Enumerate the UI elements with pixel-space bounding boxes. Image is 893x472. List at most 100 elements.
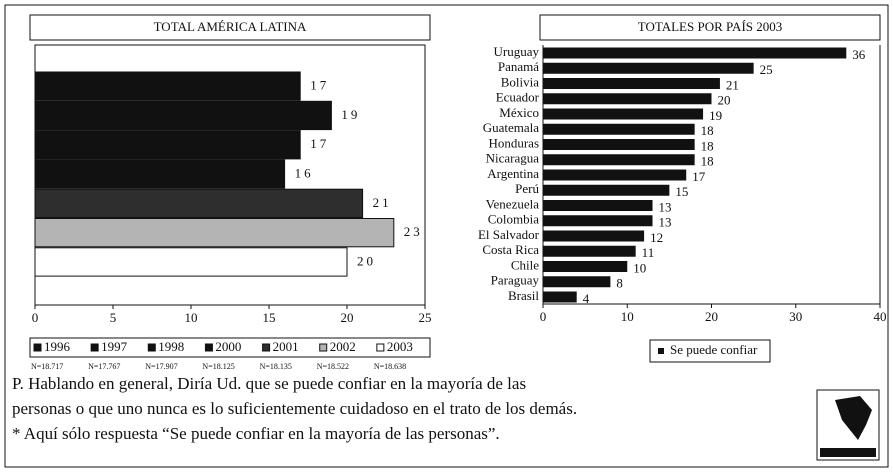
y-tick-label: Venezuela bbox=[486, 196, 540, 211]
value-label: 8 bbox=[616, 276, 623, 291]
bar bbox=[543, 169, 687, 181]
value-label: 10 bbox=[633, 260, 646, 275]
legend-label: 2001 bbox=[273, 339, 299, 354]
value-label: 17 bbox=[692, 169, 706, 184]
y-tick-label: Ecuador bbox=[496, 90, 540, 105]
bar bbox=[543, 184, 670, 196]
n-label: N=18.125 bbox=[202, 362, 234, 371]
legend-label: 2000 bbox=[215, 339, 241, 354]
y-tick-label: Chile bbox=[511, 257, 539, 272]
bar bbox=[34, 159, 286, 189]
legend-swatch bbox=[658, 348, 664, 354]
y-tick-label: Bolivia bbox=[501, 74, 540, 89]
n-label: N=17.767 bbox=[88, 362, 120, 371]
legend-swatch bbox=[147, 343, 156, 352]
value-label: 18 bbox=[701, 123, 714, 138]
legend-swatch bbox=[262, 343, 271, 352]
bar bbox=[543, 291, 577, 303]
value-label: 23 bbox=[404, 224, 423, 239]
value-label: 18 bbox=[701, 154, 714, 169]
x-tick-label: 25 bbox=[419, 310, 432, 325]
y-tick-label: Uruguay bbox=[494, 44, 540, 59]
x-tick-label: 30 bbox=[789, 309, 802, 324]
n-label: N=18.717 bbox=[31, 362, 63, 371]
value-label: 19 bbox=[709, 108, 722, 123]
value-label: 12 bbox=[650, 230, 663, 245]
x-tick-label: 40 bbox=[874, 309, 887, 324]
value-label: 4 bbox=[583, 291, 590, 306]
footnote: personas o que uno nunca es lo suficient… bbox=[12, 399, 577, 418]
bar bbox=[543, 62, 754, 74]
y-tick-label: Guatemala bbox=[483, 120, 540, 135]
legend-label: 1997 bbox=[101, 339, 128, 354]
legend-swatch bbox=[33, 343, 42, 352]
bar bbox=[543, 261, 628, 272]
value-label: 17 bbox=[310, 78, 329, 93]
bar bbox=[543, 139, 695, 150]
y-tick-label: Argentina bbox=[487, 166, 539, 181]
value-label: 11 bbox=[642, 245, 655, 260]
bar bbox=[543, 47, 847, 59]
y-tick-label: Paraguay bbox=[491, 273, 540, 288]
x-tick-label: 10 bbox=[185, 310, 198, 325]
bar bbox=[543, 200, 653, 211]
bar bbox=[34, 130, 301, 160]
bar bbox=[543, 245, 636, 257]
legend-swatch bbox=[376, 343, 385, 352]
bar bbox=[34, 247, 348, 277]
legend-swatch bbox=[319, 343, 328, 352]
y-tick-label: Honduras bbox=[488, 135, 539, 150]
value-label: 36 bbox=[852, 47, 866, 62]
frame bbox=[4, 4, 889, 468]
legend-box bbox=[649, 339, 771, 363]
value-label: 25 bbox=[760, 62, 773, 77]
title-box bbox=[29, 14, 431, 41]
x-tick-label: 20 bbox=[341, 310, 354, 325]
x-tick-label: 0 bbox=[32, 310, 39, 325]
bar bbox=[34, 71, 301, 101]
bar bbox=[34, 218, 395, 248]
y-tick-label: Costa Rica bbox=[482, 242, 539, 257]
bar bbox=[543, 215, 653, 227]
n-label: N=17.907 bbox=[145, 362, 177, 371]
y-tick-label: Colombia bbox=[488, 212, 540, 227]
value-label: 13 bbox=[659, 199, 672, 214]
legend-box bbox=[29, 337, 431, 358]
bar bbox=[543, 108, 704, 120]
bar bbox=[543, 123, 695, 135]
bar bbox=[543, 230, 645, 242]
y-tick-label: Perú bbox=[515, 181, 539, 196]
bar bbox=[34, 100, 332, 131]
legend-label: Se puede confiar bbox=[670, 342, 758, 357]
value-label: 20 bbox=[357, 253, 376, 268]
value-label: 19 bbox=[341, 107, 360, 122]
y-tick-label: Nicaragua bbox=[486, 151, 540, 166]
x-tick-label: 0 bbox=[540, 309, 547, 324]
value-label: 13 bbox=[659, 215, 672, 230]
n-label: N=18.135 bbox=[260, 362, 292, 371]
y-tick-label: México bbox=[499, 105, 539, 120]
legend-label: 1998 bbox=[158, 339, 184, 354]
bar bbox=[543, 93, 712, 105]
bar bbox=[543, 78, 720, 89]
legend-label: 2002 bbox=[330, 339, 356, 354]
legend-label: 1996 bbox=[44, 339, 71, 354]
title-box bbox=[539, 14, 881, 41]
value-label: 17 bbox=[310, 136, 329, 151]
legend-swatch bbox=[204, 343, 213, 352]
footnote: P. Hablando en general, Diría Ud. que se… bbox=[12, 374, 526, 393]
x-tick-label: 10 bbox=[621, 309, 634, 324]
x-tick-label: 20 bbox=[705, 309, 718, 324]
value-label: 16 bbox=[295, 166, 314, 181]
legend-label: 2003 bbox=[387, 339, 413, 354]
value-label: 18 bbox=[701, 138, 714, 153]
footnote: * Aquí sólo respuesta “Se puede confiar … bbox=[12, 424, 500, 443]
y-tick-label: Brasil bbox=[508, 288, 539, 303]
value-label: 15 bbox=[675, 184, 688, 199]
value-label: 20 bbox=[718, 93, 731, 108]
bar bbox=[543, 276, 611, 288]
logo bbox=[816, 389, 880, 461]
bar bbox=[543, 154, 695, 166]
chart-title: TOTALES POR PAÍS 2003 bbox=[638, 19, 783, 34]
